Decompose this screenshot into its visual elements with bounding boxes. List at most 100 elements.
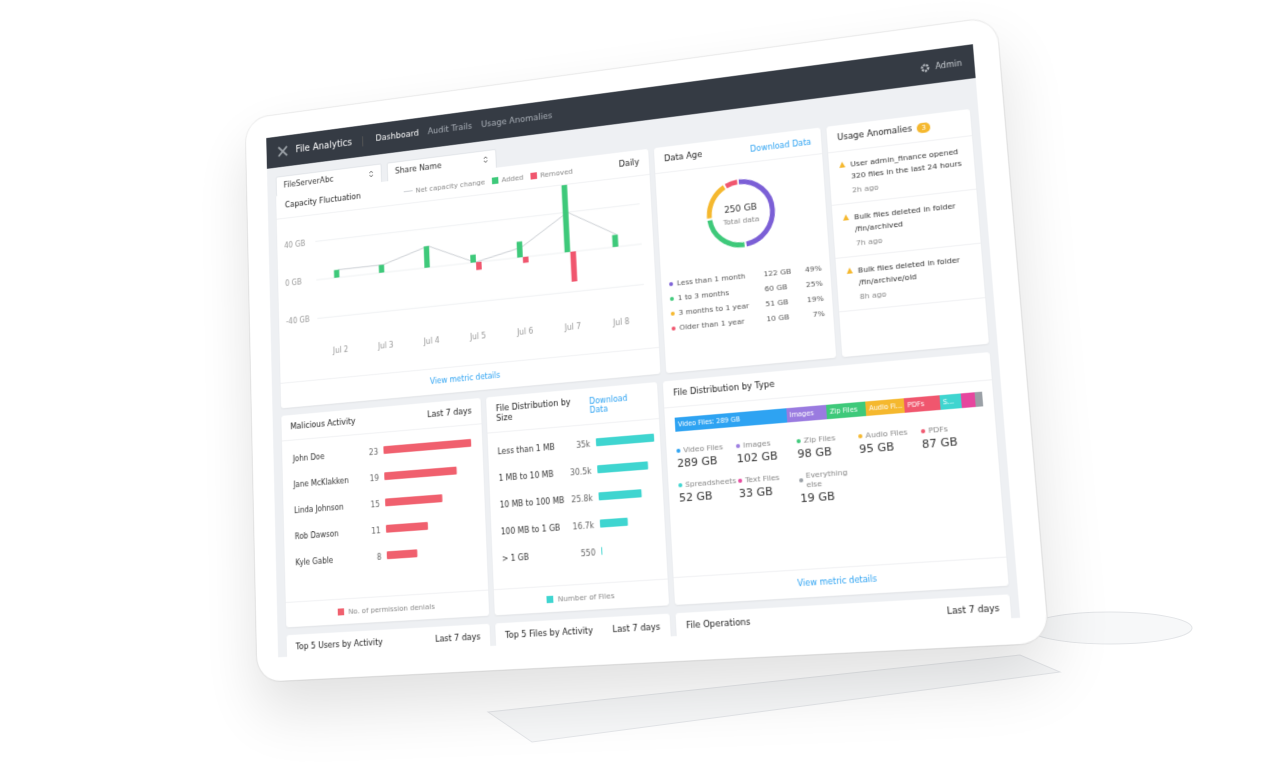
period-select[interactable]: Daily [618, 157, 640, 170]
warning-icon [838, 161, 846, 168]
age-percent: 25% [805, 278, 824, 290]
age-percent: 49% [804, 263, 823, 275]
bar-label: Rob Dawson [295, 529, 339, 541]
view-details-link[interactable]: View metric details [797, 574, 878, 589]
type-card: File Distribution by Type Video Files: 2… [662, 352, 1009, 605]
bar-label: Jane McKlakken [292, 476, 349, 490]
card-title: Top 5 Users by Activity [295, 637, 383, 653]
type-name: Video Files [683, 442, 724, 455]
legend-swatch [546, 595, 554, 604]
card-title: Malicious Activity [290, 416, 356, 433]
bar [385, 494, 443, 507]
x-tick-label: Jul 3 [377, 340, 394, 351]
type-value: 289 GB [676, 453, 718, 471]
legend-swatch [403, 189, 413, 192]
type-item: Audio Files 95 GB [858, 426, 923, 456]
y-tick-label: 40 GB [284, 239, 305, 250]
bar-segment: Images [786, 404, 828, 423]
nav-tab[interactable]: Audit Trails [427, 121, 473, 138]
period[interactable]: Last 7 days [612, 622, 661, 636]
user-name[interactable]: Admin [935, 58, 963, 71]
x-tick-label: Jul 4 [423, 336, 440, 347]
type-item: Everything else 19 GB [799, 467, 863, 506]
bar-label: Less than 1 MB [497, 442, 555, 456]
anomaly-list: User admin_finance opened 320 files in t… [828, 136, 986, 313]
age-size: 51 GB [765, 297, 789, 309]
age-size: 122 GB [763, 266, 792, 279]
badge: 3 [916, 122, 931, 134]
bar-label: John Doe [292, 452, 325, 464]
period[interactable]: Daily [618, 157, 640, 170]
legend-dot [676, 448, 681, 453]
bar [597, 461, 649, 474]
legend-dot [670, 311, 675, 316]
nav-tab[interactable]: Dashboard [375, 128, 419, 144]
segment-label: Video Files: 289 GB [677, 415, 741, 429]
grid-line [316, 244, 641, 280]
bottom-card: Top 5 Users by Activity Last 7 days [286, 623, 492, 658]
nav-tab[interactable]: Usage Anomalies [480, 111, 553, 131]
legend-swatch [492, 176, 499, 184]
download-link[interactable]: Download Data [749, 137, 812, 154]
anomalies-card: Usage Anomalies 3 User admin_finance ope… [826, 109, 989, 358]
bar-segment: PDFs [903, 395, 941, 413]
added-bar [561, 182, 571, 253]
card-title: Top 5 Files by Activity [504, 626, 594, 642]
period[interactable]: Last 7 days [434, 632, 481, 645]
card-title: Capacity Fluctuation [284, 191, 361, 211]
view-details-link[interactable]: View metric details [429, 370, 501, 387]
x-tick-label: Jul 8 [612, 317, 630, 328]
removed-bar [476, 261, 482, 271]
bar [601, 546, 603, 556]
mouse [1027, 611, 1193, 645]
value-label: 35k [576, 439, 591, 450]
age-label: Older than 1 year [679, 316, 745, 332]
added-bar [516, 241, 523, 258]
select-icon[interactable] [483, 156, 489, 164]
caret [484, 157, 488, 163]
x-tick-label: Jul 6 [516, 326, 534, 337]
bar-segment [960, 392, 976, 409]
download-link[interactable]: Download Data [588, 393, 628, 415]
legend-swatch [530, 171, 538, 180]
logo [277, 144, 289, 158]
age-size: 10 GB [766, 312, 790, 324]
legend-label: No. of permission denials [348, 601, 435, 616]
total-label: Total data [722, 214, 760, 228]
select-icon[interactable] [368, 170, 374, 178]
segment-label: PDFs [907, 399, 925, 410]
type-grid: Video Files 289 GB Images 102 GB Zip Files 98… [666, 416, 1001, 519]
bar-label: > 1 GB [502, 552, 529, 563]
type-value: 98 GB [797, 444, 833, 461]
period[interactable]: Last 7 days [427, 406, 472, 421]
legend-swatch [337, 608, 344, 616]
bar [598, 489, 642, 501]
bottom-card: Top 5 Files by Activity Last 7 days [495, 613, 672, 658]
gear-icon[interactable] [920, 62, 930, 72]
product-name: File Analytics [295, 135, 364, 155]
bar [385, 521, 429, 533]
legend-dot [858, 433, 863, 438]
warning-icon [842, 214, 850, 221]
added-bar [612, 234, 619, 248]
screen: File Analytics Dashboard Audit Trails Usag… [266, 44, 1021, 658]
segment-label: Images [789, 409, 815, 420]
added-bar [378, 264, 385, 273]
age-label: 3 months to 1 year [678, 301, 750, 318]
x-tick-label: Jul 5 [469, 331, 486, 342]
type-value: 87 GB [921, 434, 959, 452]
type-name: Everything else [805, 467, 848, 490]
added-bar [423, 245, 430, 268]
period[interactable]: Last 7 days [946, 603, 1001, 618]
legend-dot [669, 281, 674, 286]
age-label: 1 to 3 months [677, 288, 730, 303]
type-value: 19 GB [799, 489, 836, 506]
bar-label: 100 MB to 1 GB [501, 523, 561, 537]
age-percent: 19% [806, 293, 825, 305]
legend-label: Net capacity change [415, 177, 486, 195]
user-menu[interactable]: Admin [920, 58, 963, 72]
bar [386, 549, 418, 560]
added-bar [470, 254, 477, 263]
bar-label: Kyle Gable [295, 556, 333, 568]
